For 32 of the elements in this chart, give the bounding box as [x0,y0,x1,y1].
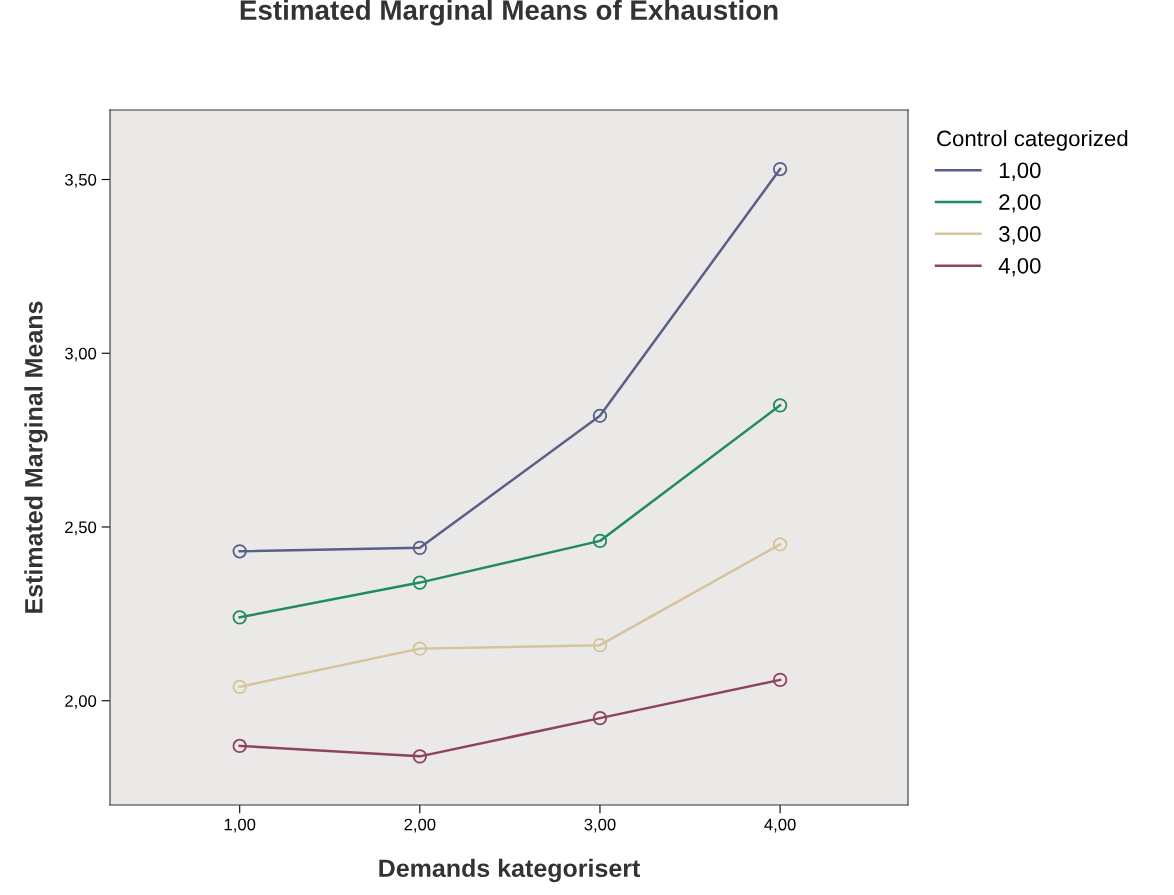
point [232,544,247,559]
point [592,533,608,549]
point [232,738,247,754]
legend-label: 1,00 [999,162,1041,181]
legend-label: 4,00 [998,257,1041,277]
point [412,641,427,656]
y-tick-label: 2,00 [65,695,97,709]
point [592,408,608,423]
point [412,575,427,590]
point [412,540,427,556]
x-tick-label: 2,00 [404,818,436,833]
y-axis-title: Estimated Marginal Means [24,301,48,613]
legend-label: 2,00 [999,194,1041,213]
y-tick-label: 3,50 [65,173,97,188]
y-tick-label: 3,00 [65,347,97,362]
point [592,637,608,653]
point [772,537,788,552]
x-tick-label: 3,00 [584,818,616,833]
point [592,710,608,726]
legend-label: 3,00 [999,226,1041,245]
x-tick-label: 4,00 [764,818,796,833]
point [772,672,788,688]
x-axis-title: Demands kategorisert [379,858,640,883]
x-tick-label: 1,00 [224,818,256,833]
point [772,398,788,413]
point [232,679,247,695]
point [412,749,427,764]
point [772,161,788,177]
chart-title: Estimated Marginal Means of Exhaustion [240,0,778,26]
y-tick-label: 2,50 [65,521,97,536]
point [232,610,247,625]
legend-title: Control categorized [937,130,1128,151]
